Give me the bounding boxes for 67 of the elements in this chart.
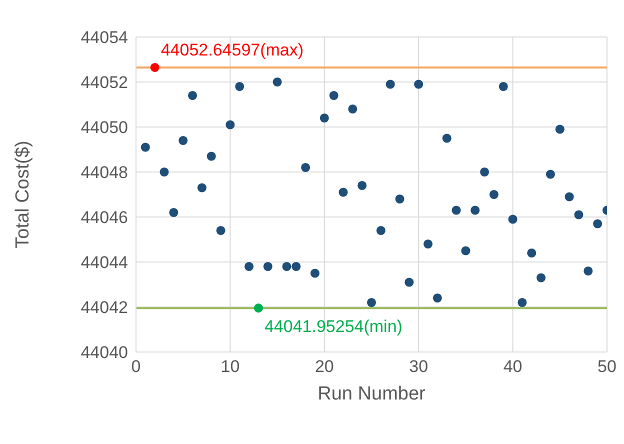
y-tick-label: 44042 — [80, 298, 128, 318]
point — [150, 62, 160, 72]
y-tick-label: 44048 — [80, 163, 128, 182]
annotation: 44041.95254(min) — [264, 317, 402, 336]
point — [301, 162, 310, 172]
y-axis-title: Total Cost($) — [12, 140, 34, 248]
point — [206, 152, 216, 161]
point — [310, 268, 320, 278]
point — [442, 134, 452, 143]
x-axis-title: Run Number — [318, 383, 426, 404]
x-tick-label: 50 — [598, 357, 616, 376]
point — [386, 80, 395, 89]
point — [244, 262, 254, 272]
point — [424, 239, 433, 249]
point — [160, 167, 169, 177]
x-tick-label: 0 — [131, 357, 141, 376]
point — [197, 183, 206, 192]
point — [593, 219, 602, 228]
x-tick-label: 20 — [314, 357, 334, 376]
point — [564, 192, 574, 202]
point — [555, 124, 564, 134]
point — [292, 262, 301, 272]
point — [272, 77, 282, 87]
point — [254, 304, 263, 313]
point — [338, 188, 348, 197]
point — [584, 266, 593, 276]
y-tick-label: 44044 — [80, 253, 128, 272]
point — [169, 208, 178, 218]
point — [452, 206, 461, 215]
point — [358, 180, 367, 190]
y-tick-label: 44054 — [80, 28, 128, 48]
point — [329, 90, 338, 100]
point — [461, 246, 470, 256]
point — [527, 248, 536, 258]
point — [188, 90, 198, 100]
point — [178, 136, 188, 146]
point — [320, 113, 329, 123]
point — [470, 206, 480, 215]
point — [395, 194, 404, 204]
point — [574, 210, 584, 220]
point — [432, 293, 442, 303]
y-tick-label: 44040 — [80, 343, 128, 362]
point — [366, 298, 376, 308]
y-tick-label: 44050 — [80, 118, 128, 138]
point — [498, 82, 508, 92]
x-tick-label: 10 — [220, 357, 240, 376]
point — [140, 142, 150, 152]
x-tick-label: 30 — [409, 357, 428, 376]
x-tick-label: 40 — [503, 357, 522, 376]
point — [414, 80, 424, 89]
point — [263, 262, 272, 272]
point — [518, 298, 527, 308]
point — [226, 120, 235, 130]
point — [376, 226, 386, 236]
point — [282, 262, 292, 272]
point — [546, 170, 555, 179]
y-tick-label: 44052 — [80, 73, 128, 92]
annotation: 44052.64597(max) — [160, 40, 304, 60]
point — [404, 278, 414, 287]
point — [235, 82, 244, 92]
point — [508, 214, 518, 224]
y-tick-label: 44046 — [80, 208, 128, 228]
point — [489, 190, 498, 200]
point — [536, 273, 546, 282]
point — [348, 104, 358, 114]
point — [480, 167, 490, 177]
point — [216, 226, 226, 236]
